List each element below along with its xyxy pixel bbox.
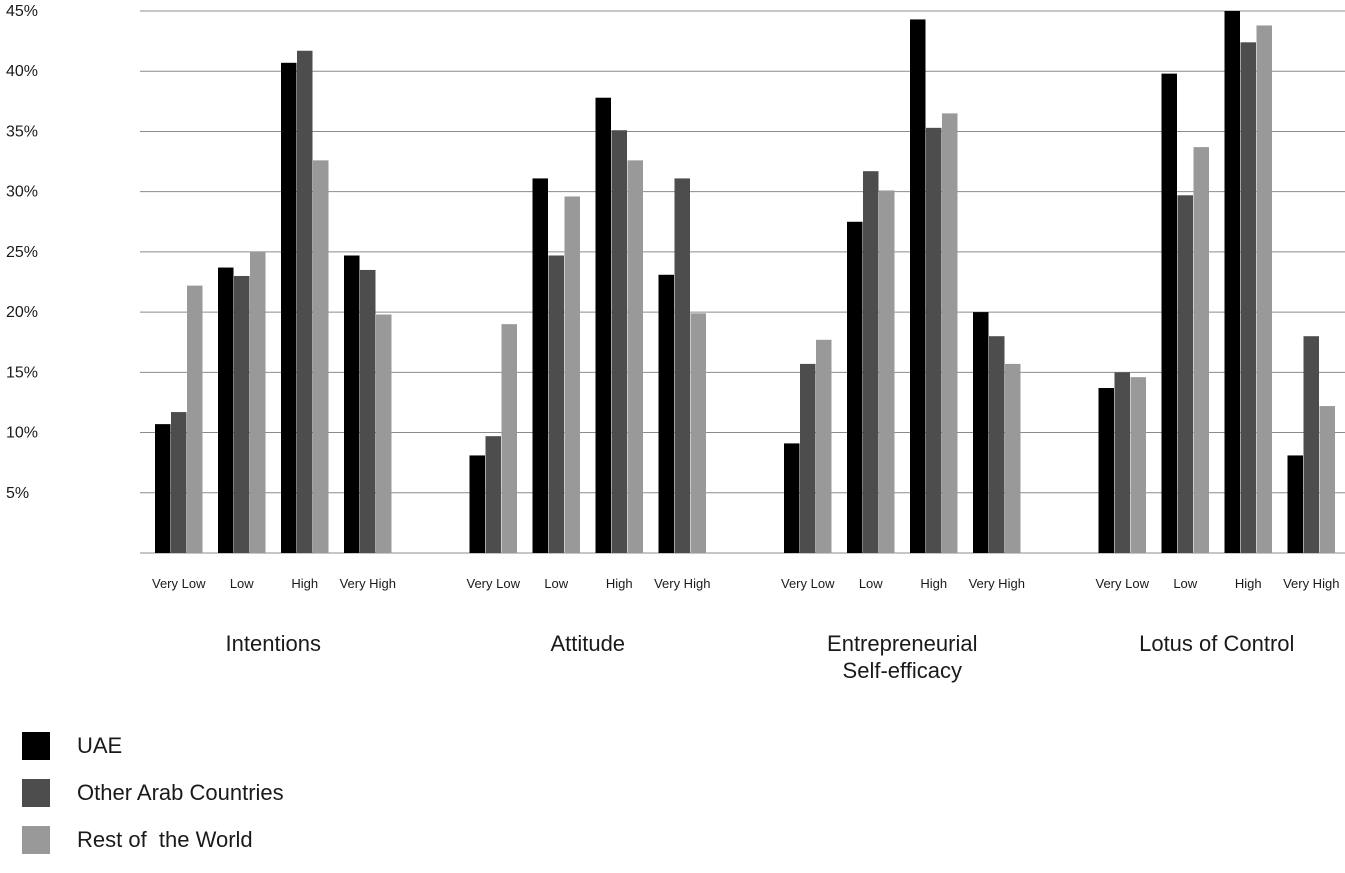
legend-label: Rest of the World [77, 827, 253, 852]
bar-high-series-2 [1240, 42, 1256, 554]
bar-very-low-series-1 [1098, 387, 1114, 553]
bar-low-series-2 [548, 255, 564, 553]
bar-very-high-series-1 [973, 312, 989, 553]
bar-very-low-series-2 [1114, 372, 1130, 553]
x-tick-label: Low [1173, 576, 1197, 591]
bar-very-high-series-2 [360, 269, 376, 553]
bar-very-low-series-3 [816, 339, 832, 553]
bar-high-series-2 [926, 127, 942, 553]
bar-very-high-series-3 [1005, 363, 1021, 553]
x-tick-label: Very Low [152, 576, 206, 591]
bar-very-low-series-3 [187, 285, 203, 553]
bar-very-high-series-1 [344, 255, 360, 553]
bar-very-high-series-1 [658, 274, 674, 553]
y-tick-label: 35% [6, 123, 38, 140]
bar-very-high-series-2 [674, 178, 690, 553]
bar-very-low-series-1 [469, 455, 485, 553]
y-tick-label: 40% [6, 63, 38, 80]
legend-label: UAE [77, 733, 123, 758]
bar-very-low-series-1 [155, 424, 171, 553]
x-tick-label: Low [544, 576, 568, 591]
bar-very-low-series-3 [501, 324, 517, 553]
bar-very-low-series-3 [1130, 377, 1146, 553]
bar-low-series-3 [250, 251, 266, 553]
bar-chart: 5% 10% 15% 20% 25% 30% 35% 40% 45% Very Low Low Hig… [6, 3, 1345, 683]
bar-high-series-1 [910, 19, 926, 554]
y-tick-label: 45% [6, 3, 38, 20]
bar-low-series-1 [847, 221, 863, 553]
bar-low-series-2 [863, 171, 879, 554]
bar-low-series-1 [1161, 73, 1177, 554]
legend-label: Other Arab Countries [77, 780, 284, 805]
x-tick-label: Very High [654, 576, 710, 591]
bar-low-series-2 [1177, 195, 1193, 553]
y-tick-label: 5% [6, 485, 29, 502]
bar-very-high-series-3 [1319, 406, 1335, 553]
bar-high-series-3 [1256, 25, 1272, 554]
bar-very-high-series-3 [690, 313, 706, 553]
y-tick-label: 20% [6, 304, 38, 321]
x-tick-label: Very High [969, 576, 1025, 591]
bar-high-series-3 [313, 160, 329, 553]
legend-item-other-arab-countries: Other Arab Countries [22, 779, 284, 807]
legend: UAE Other Arab Countries Rest of the Wor… [22, 732, 284, 873]
bar-low-series-3 [1193, 147, 1209, 553]
bar-very-high-series-2 [989, 336, 1005, 553]
bar-very-low-series-1 [784, 443, 800, 553]
bar-very-low-series-2 [485, 436, 501, 553]
x-tick-label: Low [230, 576, 254, 591]
x-tick-label: Low [859, 576, 883, 591]
x-tick-label: Very High [1283, 576, 1339, 591]
bar-very-high-series-3 [376, 314, 392, 553]
x-tick-label: Very Low [1096, 576, 1150, 591]
bar-low-series-1 [532, 178, 548, 553]
bar-very-high-series-1 [1287, 455, 1303, 553]
x-tick-label: High [291, 576, 318, 591]
bar-low-series-1 [218, 267, 234, 553]
legend-swatch [22, 826, 50, 854]
bar-high-series-1 [595, 97, 611, 553]
bar-high-series-3 [942, 113, 958, 553]
group-label: Intentions [226, 631, 321, 656]
legend-swatch [22, 779, 50, 807]
x-tick-label: Very Low [781, 576, 835, 591]
bar-very-low-series-2 [171, 412, 187, 553]
bar-very-low-series-2 [800, 363, 816, 553]
x-tick-label: High [606, 576, 633, 591]
y-tick-label: 30% [6, 184, 38, 201]
group-label: Attitude [550, 631, 625, 656]
group-label: Self-efficacy [843, 658, 962, 683]
x-tick-label: High [1235, 576, 1262, 591]
legend-item-uae: UAE [22, 732, 284, 760]
group-label: Entrepreneurial [827, 631, 977, 656]
bar-very-high-series-2 [1303, 336, 1319, 553]
y-tick-label: 15% [6, 364, 38, 381]
legend-item-rest-of-the-world: Rest of the World [22, 826, 284, 854]
bar-low-series-3 [564, 196, 580, 554]
bar-low-series-3 [879, 190, 895, 553]
bar-high-series-2 [297, 50, 313, 553]
x-tick-label: Very High [340, 576, 396, 591]
bar-high-series-1 [1224, 11, 1240, 553]
y-tick-label: 25% [6, 244, 38, 261]
bar-high-series-3 [627, 160, 643, 553]
group-label: Lotus of Control [1139, 631, 1294, 656]
x-tick-label: Very Low [467, 576, 521, 591]
bar-high-series-1 [281, 62, 297, 554]
x-tick-label: High [920, 576, 947, 591]
bar-high-series-2 [611, 130, 627, 554]
bar-low-series-2 [234, 275, 250, 553]
legend-swatch [22, 732, 50, 760]
y-tick-label: 10% [6, 425, 38, 442]
